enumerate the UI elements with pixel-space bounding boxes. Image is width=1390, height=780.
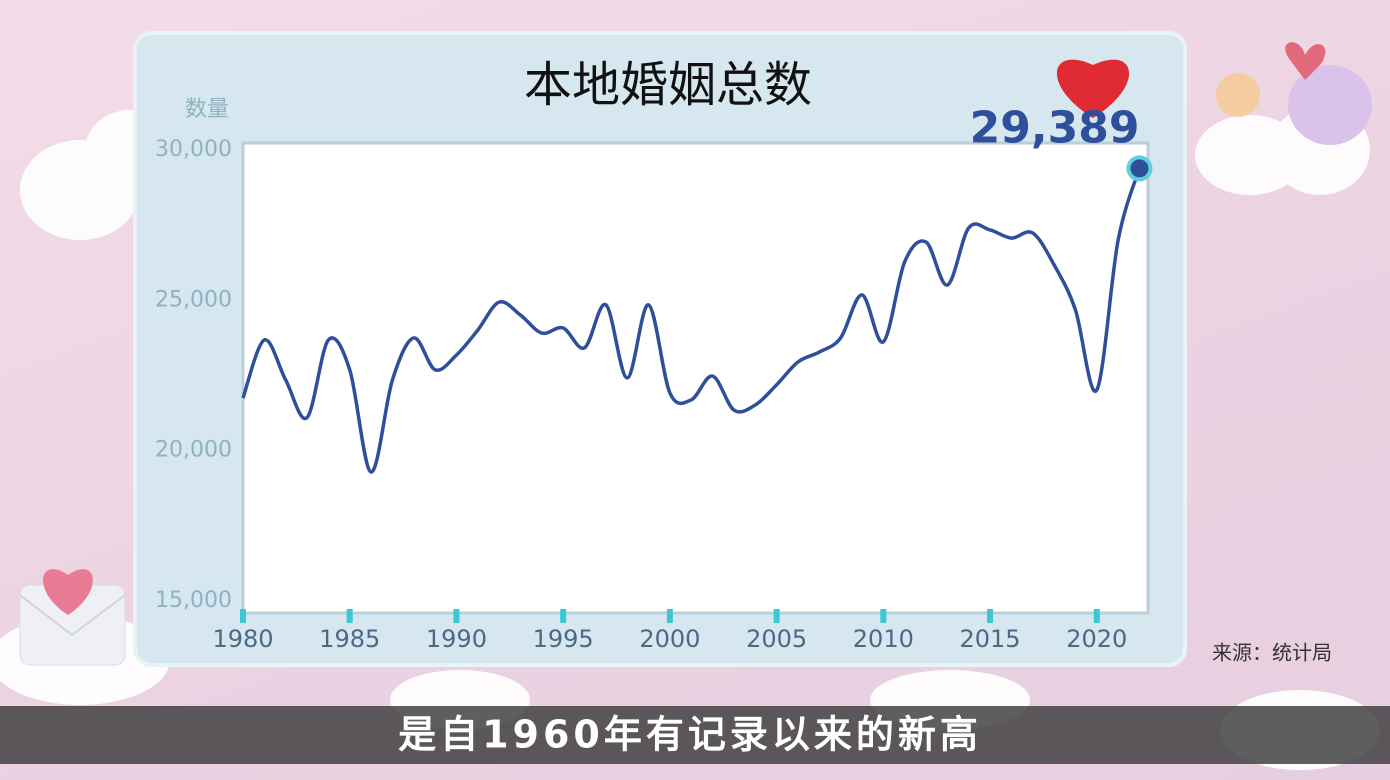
value-label: 29,389 <box>970 102 1140 153</box>
x-tick-mark <box>773 609 780 623</box>
x-tick-mark <box>560 609 567 623</box>
line <box>241 167 1142 474</box>
y-axis-label: 数量 <box>185 97 229 122</box>
heart-icon <box>1056 59 1130 118</box>
x-tick-mark <box>880 609 887 623</box>
y-tick-label: 25,000 <box>155 287 232 312</box>
x-tick-label: 2000 <box>639 625 700 653</box>
chart-title: 本地婚姻总数 <box>524 57 812 113</box>
source: 来源：统计局 <box>1212 641 1332 665</box>
x-tick-mark <box>453 609 460 623</box>
x-tick-label: 2020 <box>1066 625 1127 653</box>
caption-bar <box>0 706 1390 764</box>
x-tick-label: 1990 <box>426 625 487 653</box>
x-tick-label: 1995 <box>533 625 594 653</box>
x-tick-label: 1980 <box>212 625 273 653</box>
y-tick-label: 20,000 <box>155 438 232 463</box>
x-tick-label: 1985 <box>319 625 380 653</box>
plot-area <box>241 141 1150 615</box>
x-tick-label: 2010 <box>853 625 914 653</box>
decoration <box>19 42 1372 666</box>
end-point <box>1126 155 1153 182</box>
x-tick-mark <box>1093 609 1100 623</box>
x-tick-mark <box>346 609 353 623</box>
y-tick-label: 15,000 <box>155 588 232 613</box>
caption: 是自1960年有记录以来的新高 <box>398 713 982 757</box>
x-tick-mark <box>987 609 994 623</box>
x-tick-mark <box>666 609 673 623</box>
y-tick-label: 30,000 <box>155 137 232 162</box>
x-tick-label: 2015 <box>960 625 1021 653</box>
x-tick-label: 2005 <box>746 625 807 653</box>
x-tick-mark <box>240 609 246 623</box>
